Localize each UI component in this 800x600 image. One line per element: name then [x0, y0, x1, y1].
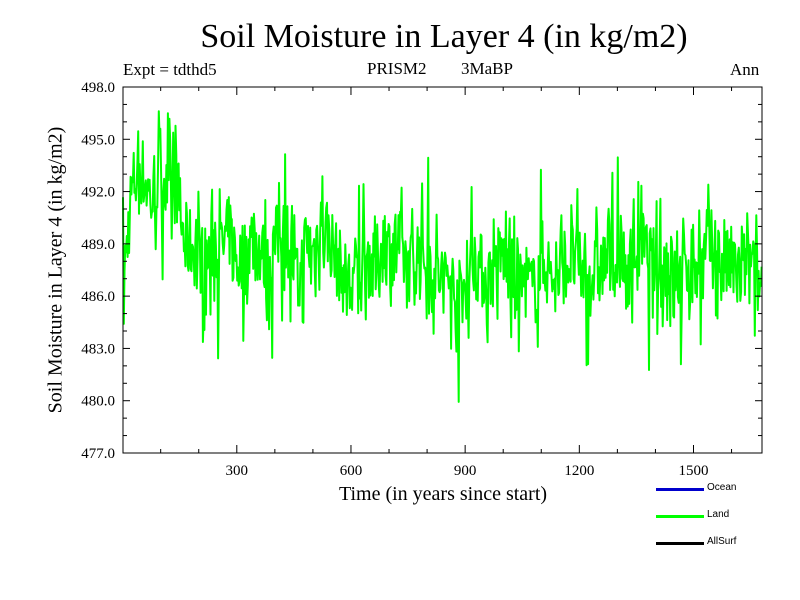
y-tick-label: 495.0 — [81, 132, 115, 148]
y-tick-label: 489.0 — [81, 237, 115, 253]
y-tick-label: 483.0 — [81, 341, 115, 357]
season-label: Ann — [730, 60, 760, 79]
legend-label-land: Land — [707, 509, 730, 520]
x-tick-label: 300 — [226, 463, 249, 479]
x-tick-label: 1500 — [678, 463, 708, 479]
period-label: 3MaBP — [461, 59, 513, 78]
legend-swatch-ocean — [656, 488, 704, 491]
x-tick-label: 600 — [340, 463, 363, 479]
x-tick-label: 900 — [454, 463, 477, 479]
y-tick-label: 477.0 — [81, 446, 115, 462]
experiment-label: Expt = tdthd5 — [123, 60, 217, 79]
model-label: PRISM2 — [367, 59, 427, 78]
y-tick-label: 480.0 — [81, 394, 115, 410]
chart-title: Soil Moisture in Layer 4 (in kg/m2) — [200, 18, 688, 55]
land-series-line — [122, 110, 763, 403]
y-tick-label: 492.0 — [81, 185, 115, 201]
x-axis-label: Time (in years since start) — [338, 483, 548, 505]
legend-label-ocean: Ocean — [707, 482, 737, 493]
legend-label-allsurf: AllSurf — [707, 536, 737, 547]
y-tick-label: 486.0 — [81, 289, 115, 305]
plot-frame — [122, 86, 763, 454]
legend-swatch-allsurf — [656, 542, 704, 545]
y-axis-label: Soil Moisture in Layer 4 (in kg/m2) — [44, 126, 67, 414]
y-tick-label: 498.0 — [81, 80, 115, 96]
x-tick-label: 1200 — [564, 463, 594, 479]
legend-swatch-land — [656, 515, 704, 518]
